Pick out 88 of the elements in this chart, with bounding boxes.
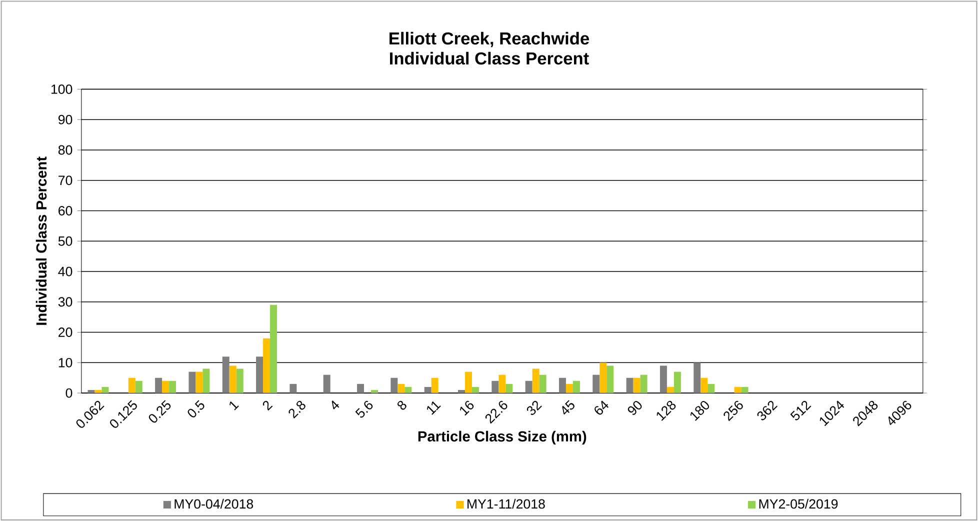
bar — [700, 378, 708, 394]
x-tick-label: 2 — [262, 401, 273, 411]
bar — [734, 387, 742, 394]
bar — [102, 387, 109, 394]
bar — [323, 375, 330, 394]
x-tick-label: 180 — [690, 401, 710, 422]
bar — [660, 366, 667, 394]
legend-label: MY0-04/2018 — [174, 499, 254, 509]
bar — [88, 390, 95, 394]
bar — [498, 375, 506, 394]
bar — [640, 375, 648, 394]
bar — [162, 381, 170, 394]
x-tick-label: 45 — [562, 400, 574, 415]
bar — [525, 381, 532, 394]
y-axis-title: Individual Class Percent — [36, 156, 47, 326]
x-tick-label: 256 — [724, 401, 743, 422]
bar — [532, 368, 540, 394]
bar — [606, 366, 614, 394]
bar — [135, 381, 142, 394]
bar — [539, 375, 546, 394]
chart-title: Elliott Creek, Reachwide — [390, 32, 590, 48]
bar — [666, 387, 674, 394]
y-tick-label: 10 — [58, 358, 72, 368]
x-tick-label: 1 — [230, 402, 239, 411]
bar — [263, 338, 270, 394]
legend-label: MY2-05/2019 — [759, 499, 838, 509]
bar — [626, 378, 634, 394]
bar — [458, 390, 465, 394]
x-axis-title: Particle Class Size (mm) — [418, 431, 586, 445]
bar — [236, 368, 244, 394]
bar — [128, 378, 136, 394]
bar — [229, 366, 236, 394]
bar — [188, 372, 196, 394]
y-tick-label: 50 — [58, 236, 72, 246]
legend-label: MY1-11/2018 — [468, 499, 545, 509]
bar — [572, 381, 580, 394]
bar — [390, 378, 398, 394]
y-tick-label: 100 — [51, 84, 72, 94]
x-tick-label: 16 — [460, 401, 474, 416]
bar — [290, 384, 297, 394]
x-tick-label: 90 — [628, 401, 642, 416]
x-tick-label: 512 — [790, 401, 812, 421]
bar — [94, 390, 102, 394]
bar — [506, 384, 513, 394]
bar — [431, 378, 438, 394]
x-tick-label: 362 — [757, 401, 778, 420]
bar — [600, 362, 607, 394]
bar — [371, 390, 378, 394]
chart-subtitle: Individual Class Percent — [390, 52, 589, 65]
y-tick-label: 80 — [58, 146, 72, 155]
y-tick-label: 0 — [66, 388, 72, 398]
bar — [196, 372, 203, 394]
bar — [256, 356, 264, 394]
bar — [708, 384, 715, 394]
x-tick-label: 5.6 — [355, 401, 373, 418]
y-tick-label: 40 — [58, 267, 72, 276]
bar — [472, 387, 479, 394]
x-tick-label: 0.5 — [188, 400, 204, 418]
bar — [633, 378, 640, 394]
bar — [558, 378, 566, 394]
y-tick-label: 60 — [58, 206, 72, 216]
bar — [566, 384, 573, 394]
bar — [398, 384, 405, 394]
x-tick-label: 8 — [398, 401, 406, 410]
x-tick-label: 2.8 — [288, 401, 306, 419]
y-tick-label: 90 — [58, 115, 72, 125]
x-tick-label: 32 — [526, 401, 542, 416]
bar — [270, 305, 278, 394]
bar — [169, 381, 176, 394]
bar — [404, 387, 412, 394]
bar — [222, 356, 230, 394]
y-tick-label: 70 — [58, 176, 72, 186]
x-tick-label: 128 — [656, 401, 676, 422]
bar — [202, 368, 210, 394]
y-tick-label: 20 — [58, 328, 72, 338]
bar — [424, 387, 432, 394]
bar — [741, 387, 748, 394]
bar — [464, 372, 472, 394]
y-tick-label: 30 — [58, 297, 72, 307]
bar — [674, 372, 681, 394]
x-tick-label: 4 — [332, 400, 340, 410]
x-tick-label: 64 — [594, 400, 609, 415]
x-tick-label: 11 — [427, 402, 441, 416]
bar — [357, 384, 364, 394]
bar — [492, 381, 499, 394]
bar — [592, 375, 600, 394]
bar — [694, 362, 701, 394]
bar — [155, 378, 162, 394]
